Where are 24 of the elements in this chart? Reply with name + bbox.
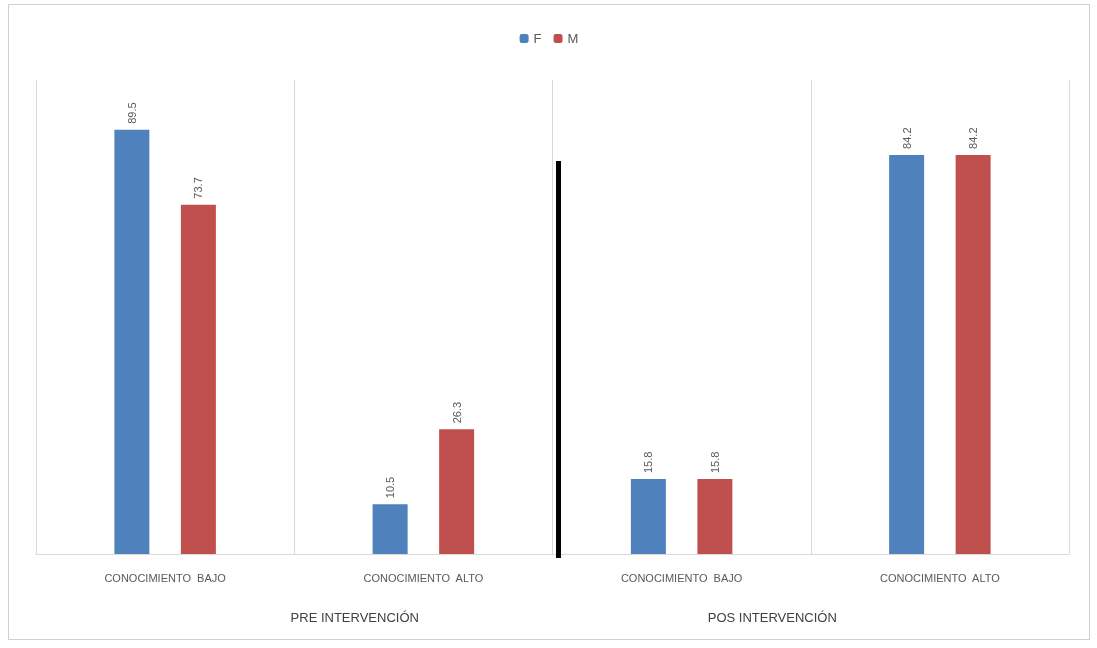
x-tick-label: CONOCIMIENTO BAJO — [620, 571, 743, 584]
data-label: 73.7 — [192, 177, 205, 199]
bar — [180, 204, 216, 554]
data-label: 10.5 — [384, 476, 397, 499]
bar — [114, 129, 150, 554]
bar — [955, 154, 991, 554]
x-tick-label: CONOCIMIENTO BAJO — [104, 571, 227, 584]
legend-label: F — [533, 31, 542, 46]
data-label: 84.2 — [967, 127, 980, 149]
text: PRE INTERVENCIÓN — [290, 609, 419, 625]
bar — [372, 504, 408, 554]
data-label: 15.8 — [708, 451, 721, 474]
bar — [439, 429, 475, 554]
x-tick-label: CONOCIMIENTO ALTO — [363, 571, 484, 584]
bar — [697, 479, 733, 554]
x-tick-label: CONOCIMIENTO ALTO — [879, 571, 1001, 584]
data-label: 26.3 — [450, 401, 463, 424]
bar — [630, 479, 666, 554]
data-label: 15.8 — [642, 451, 655, 474]
data-label: 84.2 — [900, 127, 913, 149]
text: POS INTERVENCIÓN — [707, 609, 837, 625]
legend-label: M — [567, 31, 579, 46]
bar — [889, 154, 925, 554]
data-label: 89.5 — [125, 102, 138, 124]
